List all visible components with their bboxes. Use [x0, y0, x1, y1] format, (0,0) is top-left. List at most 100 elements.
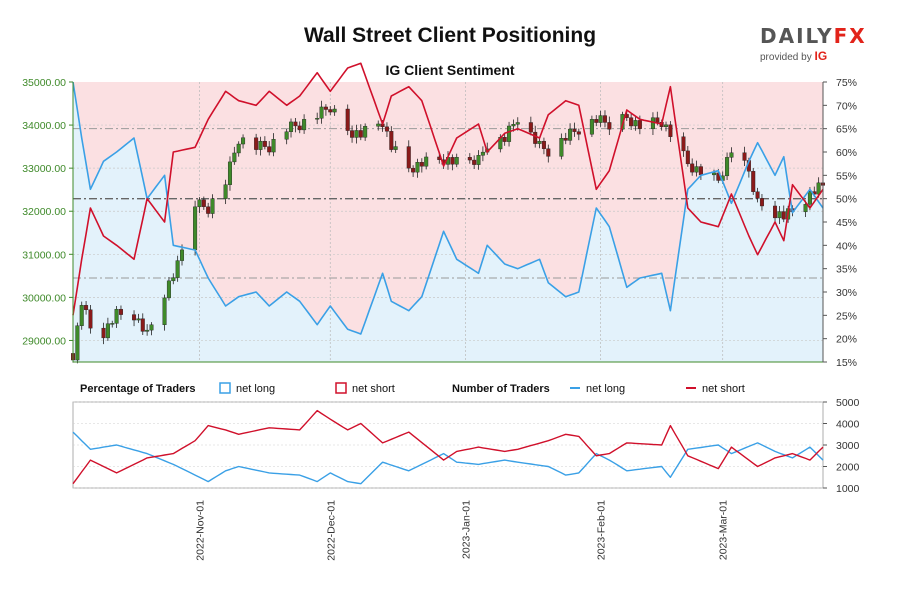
net-long-pct-line: [72, 81, 824, 335]
traders-net-short-line: [72, 409, 824, 485]
chart-title: Wall Street Client Positioning: [303, 24, 597, 47]
candle-body: [424, 156, 429, 167]
provided-by-label: provided by: [760, 52, 812, 63]
candle-body: [698, 166, 703, 176]
candle-body: [149, 324, 154, 331]
candle-body: [415, 162, 420, 173]
candle-body: [467, 157, 472, 161]
candle-body: [323, 106, 328, 110]
y-tick-label-right: 30%: [836, 287, 857, 299]
dailyfx-logo[interactable]: DAILYFX provided by IG: [760, 24, 870, 63]
candle-body: [236, 143, 241, 154]
candle-body: [289, 121, 294, 132]
candle-body: [602, 115, 607, 123]
candle-body: [546, 148, 551, 157]
candle-body: [328, 109, 333, 113]
candle-body: [384, 126, 389, 132]
candle-body: [541, 140, 546, 149]
candle-body: [598, 115, 603, 123]
candle-body: [262, 140, 267, 147]
candle-body: [332, 108, 337, 113]
candle-body: [807, 191, 812, 205]
y-tick-label-right: 55%: [836, 170, 857, 182]
candle-body: [568, 128, 573, 141]
candle-body: [751, 171, 756, 192]
candle-body: [633, 120, 638, 127]
candle-body: [507, 125, 512, 142]
candle-body: [258, 140, 263, 150]
traders-y-tick-label: 4000: [836, 419, 860, 431]
traders-y-tick-label: 1000: [836, 483, 860, 495]
candle-body: [223, 184, 228, 199]
candle-body: [711, 172, 716, 176]
candle-body: [136, 318, 141, 321]
candle-body: [690, 163, 695, 173]
candle-body: [140, 318, 145, 332]
candle-body: [162, 297, 167, 325]
y-tick-label-left: 30000.00: [22, 292, 66, 304]
candle-body: [406, 146, 411, 169]
candle-body: [781, 211, 786, 220]
candle-body: [302, 119, 307, 131]
dailyfx-wordmark: DAILYFX: [760, 24, 870, 48]
candle-body: [528, 122, 533, 133]
candle-body: [620, 114, 625, 130]
candle-body: [681, 136, 686, 152]
candle-body: [502, 137, 507, 142]
candle-body: [816, 182, 821, 195]
legend-net-long-label: net long: [236, 383, 275, 395]
candle-body: [668, 124, 673, 137]
candle-body: [345, 108, 350, 131]
candle-body: [227, 161, 232, 185]
chart-subtitle: IG Client Sentiment: [385, 62, 515, 78]
y-tick-label-right: 25%: [836, 310, 857, 322]
candle-body: [476, 155, 481, 165]
candle-body: [559, 138, 564, 157]
candle-body: [350, 130, 355, 138]
candle-body: [589, 119, 594, 135]
candle-body: [537, 140, 542, 144]
candle-body: [297, 125, 302, 131]
candle-body: [480, 151, 485, 156]
ig-logo: IG: [814, 49, 828, 63]
candle-body: [511, 124, 516, 127]
candle-body: [105, 323, 110, 339]
candle-body: [206, 206, 211, 214]
candle-body: [363, 126, 368, 138]
net-short-pct-line: [72, 62, 824, 316]
candle-body: [197, 199, 202, 208]
y-tick-label-left: 31000.00: [22, 249, 66, 261]
legend-num-long-label: net long: [586, 383, 625, 395]
candle-body: [293, 121, 298, 127]
candle-body: [354, 130, 359, 138]
candle-body: [729, 152, 734, 158]
candle-body: [637, 120, 642, 129]
traders-y-tick-label: 5000: [836, 397, 860, 409]
legend-pct-title: Percentage of Traders: [80, 383, 196, 395]
candle-body: [742, 152, 747, 161]
candle-body: [759, 198, 764, 207]
candle-body: [267, 146, 272, 153]
candle-body: [145, 329, 150, 332]
candle-body: [594, 119, 599, 123]
dailyfx-wordmark-left: DAILY: [760, 24, 834, 48]
candle-body: [210, 198, 215, 214]
candle-body: [171, 277, 176, 282]
candle-body: [725, 157, 730, 177]
candle-body: [284, 131, 289, 140]
candle-body: [773, 205, 778, 219]
y-tick-label-left: 32000.00: [22, 206, 66, 218]
x-tick-label: 2023-Feb-01: [596, 500, 608, 560]
legend-num-short-label: net short: [702, 383, 745, 395]
y-tick-label-right: 75%: [836, 77, 857, 89]
candle-body: [563, 138, 568, 141]
candle-body: [533, 131, 538, 144]
legend-net-short-label: net short: [352, 383, 395, 395]
legend-long-box: [219, 382, 231, 394]
y-tick-label-left: 34000.00: [22, 120, 66, 132]
candle-body: [454, 157, 459, 165]
candle-body: [180, 249, 185, 261]
candle-body: [79, 305, 84, 326]
x-tick-label: 2023-Mar-01: [718, 500, 730, 560]
